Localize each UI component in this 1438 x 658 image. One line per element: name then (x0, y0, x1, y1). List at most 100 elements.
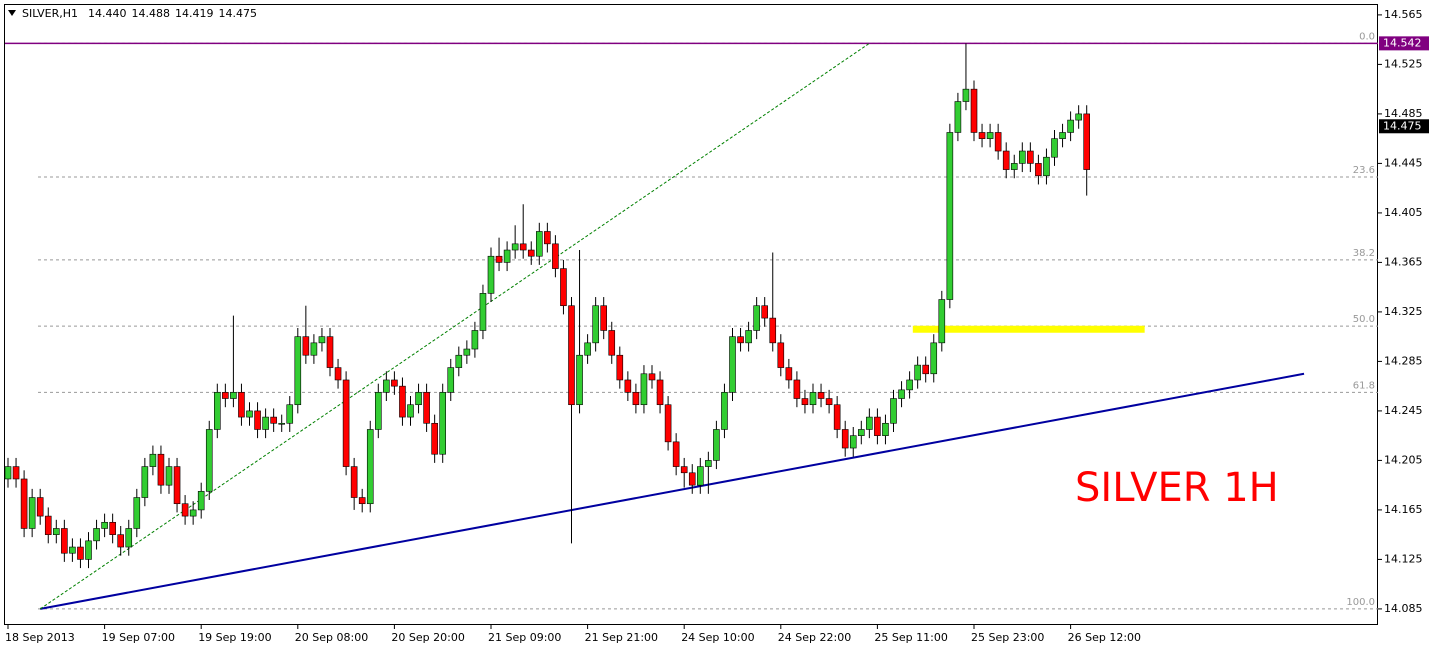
trend-line (39, 42, 870, 610)
candle-body (487, 255, 495, 294)
header-price: 14.475 (219, 7, 258, 20)
candle-body (431, 422, 438, 455)
candle-body (270, 416, 277, 424)
price-box-label: 14.475 (1383, 119, 1422, 132)
candle-body (1083, 113, 1090, 170)
candle-body (833, 404, 841, 430)
candle-body (366, 429, 374, 505)
x-tick-label: 24 Sep 10:00 (681, 631, 754, 644)
y-tick-label: 14.285 (1384, 354, 1423, 367)
candle-body (640, 373, 648, 406)
candle-body (222, 392, 229, 399)
candle-body (938, 299, 946, 344)
candle-body (1010, 163, 1018, 170)
x-tick-label: 25 Sep 11:00 (874, 631, 947, 644)
candle-body (817, 392, 825, 399)
x-tick-label: 20 Sep 08:00 (295, 631, 368, 644)
candle-body (407, 404, 414, 418)
y-tick-label: 14.405 (1384, 206, 1423, 219)
candle-body (680, 466, 688, 474)
price-box-label: 14.542 (1383, 36, 1422, 49)
candle-body (519, 243, 527, 251)
candle-body (737, 336, 744, 344)
candle-body (962, 88, 970, 102)
candle-body (624, 379, 632, 393)
candle-body (189, 509, 197, 517)
candle-body (326, 336, 334, 368)
candle-body (165, 466, 173, 486)
candle-body (173, 466, 181, 505)
candle-body (930, 342, 938, 375)
candle-body (294, 336, 302, 406)
candle-body (238, 392, 245, 418)
candle-body (334, 367, 342, 381)
candle-body (28, 497, 36, 529)
candle-body (825, 398, 833, 406)
candle-body (318, 336, 326, 344)
candle-body (1059, 132, 1066, 139)
candle-body (527, 249, 535, 257)
price-box (1379, 119, 1429, 134)
candle-body (350, 466, 358, 498)
candle-body (503, 249, 511, 263)
candle-body (809, 392, 817, 406)
candle-body (125, 528, 133, 548)
x-tick-label: 24 Sep 22:00 (778, 631, 851, 644)
fib-label: 0.0 (1359, 31, 1375, 42)
candle-body (922, 364, 930, 375)
candle-body (729, 336, 736, 393)
candle-body (705, 460, 712, 467)
candle-body (1002, 150, 1010, 170)
candle-body (914, 364, 921, 381)
candle-body (479, 293, 487, 331)
y-tick-label: 14.365 (1384, 255, 1423, 268)
candle-body (455, 354, 463, 368)
candle-body (672, 441, 680, 467)
candle-body (721, 392, 728, 430)
candle-body (93, 528, 100, 542)
candle-body (20, 478, 28, 529)
y-tick-label: 14.245 (1384, 404, 1423, 417)
candle-body (262, 416, 269, 430)
candle-body (874, 416, 881, 436)
candle-body (52, 528, 60, 535)
candle-body (101, 521, 108, 529)
candle-body (117, 534, 124, 548)
candle-body (688, 472, 696, 486)
y-tick-label: 14.485 (1384, 107, 1423, 120)
candle-body (133, 497, 141, 529)
candle-body (471, 330, 479, 350)
candle-body (61, 528, 68, 554)
candle-body (302, 336, 310, 356)
candle-body (745, 330, 752, 344)
candle-body (310, 342, 318, 356)
candle-body (109, 521, 116, 535)
candle-body (286, 404, 294, 424)
candle-body (552, 243, 559, 269)
price-box (1379, 36, 1429, 51)
candle-body (463, 348, 471, 356)
candle-body (568, 305, 575, 406)
candle-body (777, 342, 785, 368)
candle-body (785, 367, 793, 381)
candle-body (254, 410, 261, 430)
fib-label: 100.0 (1346, 597, 1375, 608)
candle-body (994, 132, 1002, 152)
candle-body (616, 354, 624, 381)
symbol: SILVER,H1 (22, 7, 78, 20)
candle-body (197, 491, 205, 511)
header-price: 14.488 (132, 7, 171, 20)
candle-body (600, 305, 608, 331)
candle-body (1043, 156, 1050, 177)
candle-body (374, 392, 382, 430)
candle-body (181, 503, 189, 517)
candle-body (544, 231, 551, 245)
x-tick-label: 21 Sep 09:00 (488, 631, 561, 644)
candle-body (383, 379, 390, 393)
candle-body (713, 429, 720, 461)
y-tick-label: 14.165 (1384, 503, 1423, 516)
x-tick-label: 21 Sep 21:00 (585, 631, 658, 644)
candle-body (495, 255, 503, 263)
candle-body (978, 132, 986, 139)
